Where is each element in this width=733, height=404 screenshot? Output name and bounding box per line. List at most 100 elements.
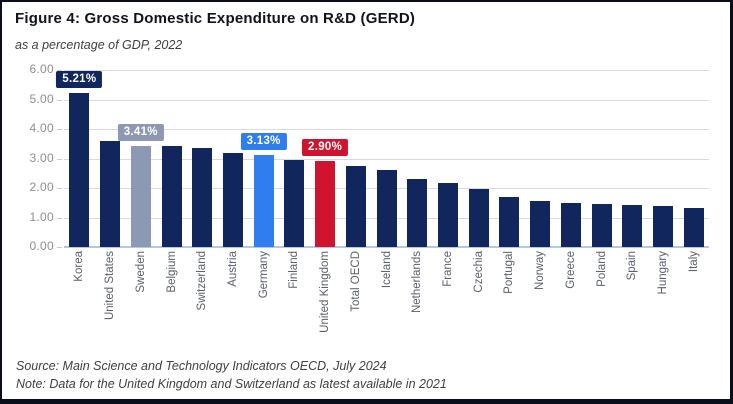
x-label-sweden: Sweden: [134, 251, 147, 293]
value-label-germany: 3.13%: [240, 132, 287, 150]
y-tick-mark: [57, 99, 62, 101]
x-label-france: France: [441, 251, 454, 287]
x-label-cell-finland: Finland: [279, 251, 310, 289]
x-label-finland: Finland: [288, 251, 301, 289]
bar-cell-poland: [586, 70, 617, 247]
y-tick-mark: [57, 247, 62, 248]
x-label-cell-netherlands: Netherlands: [402, 251, 433, 313]
x-label-united-states: United States: [104, 251, 117, 321]
bar-cell-portugal: [494, 70, 525, 247]
bar-cell-sweden: [125, 70, 156, 247]
x-label-cell-germany: Germany: [248, 251, 279, 298]
x-label-united-kingdom: United Kingdom: [319, 251, 332, 333]
bar-cell-total-oecd: [340, 70, 371, 247]
y-tick-mark: [57, 129, 62, 130]
bar-cell-italy: [678, 70, 709, 247]
x-label-netherlands: Netherlands: [411, 251, 424, 314]
y-tick-mark: [57, 70, 62, 71]
x-label-austria: Austria: [226, 251, 239, 287]
x-label-cell-norway: Norway: [525, 251, 556, 290]
y-tick-mark: [57, 217, 62, 219]
bar-united-states: [100, 141, 121, 247]
bar-cell-czechia: [463, 70, 494, 247]
bar-iceland: [376, 170, 397, 247]
bar-italy: [683, 208, 704, 247]
bar-cell-korea: [64, 70, 95, 247]
figure-title: Figure 4: Gross Domestic Expenditure on …: [15, 10, 416, 27]
bar-belgium: [161, 146, 182, 247]
y-tick-mark: [57, 158, 62, 160]
gridline-4.00: [64, 129, 709, 130]
x-label-cell-portugal: Portugal: [494, 251, 525, 294]
bar-cell-france: [433, 70, 464, 247]
bar-france: [437, 182, 458, 247]
x-label-iceland: Iceland: [380, 251, 393, 289]
x-label-cell-italy: Italy: [678, 251, 709, 272]
x-label-cell-france: France: [433, 251, 464, 287]
x-axis-labels: Korea United States Sweden Belgium Switzerla…: [64, 251, 709, 353]
x-label-greece: Greece: [564, 251, 577, 289]
x-label-cell-austria: Austria: [218, 251, 249, 287]
y-tick-2.00: 2.00: [29, 180, 54, 194]
x-label-cell-sweden: Sweden: [125, 251, 156, 293]
x-label-switzerland: Switzerland: [196, 251, 209, 311]
bar-greece: [560, 203, 581, 247]
bar-cell-netherlands: [402, 70, 433, 247]
x-label-cell-poland: Poland: [586, 251, 617, 287]
x-label-cell-iceland: Iceland: [371, 251, 402, 288]
bar-cell-spain: [617, 70, 648, 247]
x-label-cell-greece: Greece: [556, 251, 587, 289]
chart-plot-area: 0.00 1.00 2.00 3.00 4.00 5.00 6.00 5.21% 3.41% 3.…: [29, 62, 709, 253]
bar-norway: [530, 200, 551, 247]
bar-cell-hungary: [648, 70, 679, 247]
value-label-sweden: 3.41%: [117, 124, 164, 142]
y-tick-3.00: 3.00: [29, 150, 54, 165]
x-label-czechia: Czechia: [472, 251, 485, 293]
y-tick-5.00: 5.00: [29, 91, 54, 106]
bar-cell-austria: [218, 70, 249, 247]
x-label-poland: Poland: [595, 251, 608, 287]
note-text: Note: Data for the United Kingdom and Sw…: [16, 377, 447, 391]
x-label-total-oecd: Total OECD: [349, 251, 362, 312]
bar-germany: [253, 154, 274, 247]
y-tick-0.00: 0.00: [29, 239, 54, 253]
x-label-germany: Germany: [257, 251, 270, 299]
x-label-italy: Italy: [687, 251, 700, 273]
bar-netherlands: [407, 179, 428, 247]
y-tick-1.00: 1.00: [29, 209, 54, 224]
value-label-korea: 5.21%: [56, 71, 103, 89]
bar-austria: [222, 152, 243, 247]
bar-cell-united-states: [95, 70, 126, 247]
bar-hungary: [653, 206, 674, 247]
bar-cell-iceland: [371, 70, 402, 247]
gridline-5.00: [64, 99, 709, 101]
y-tick-mark: [57, 188, 62, 189]
bar-finland: [284, 159, 305, 247]
x-label-cell-hungary: Hungary: [648, 251, 679, 294]
bar-portugal: [499, 196, 520, 247]
bar-sweden: [130, 146, 151, 247]
gridline-3.00: [64, 158, 709, 160]
source-text: Source: Main Science and Technology Indi…: [16, 359, 387, 373]
x-label-cell-spain: Spain: [617, 251, 648, 280]
value-label-united-kingdom: 2.90%: [302, 139, 349, 157]
bar-cell-norway: [525, 70, 556, 247]
bar-switzerland: [192, 148, 213, 247]
x-label-cell-belgium: Belgium: [156, 251, 187, 293]
y-tick-4.00: 4.00: [29, 121, 54, 135]
x-label-spain: Spain: [626, 251, 639, 281]
bar-cell-greece: [556, 70, 587, 247]
bar-cell-belgium: [156, 70, 187, 247]
x-label-cell-czechia: Czechia: [463, 251, 494, 293]
bar-cell-finland: [279, 70, 310, 247]
x-label-portugal: Portugal: [503, 251, 516, 294]
bar-cell-united-kingdom: [310, 70, 341, 247]
bar-korea: [69, 93, 90, 247]
x-label-norway: Norway: [534, 251, 547, 290]
bar-total-oecd: [345, 166, 366, 247]
bar-spain: [622, 204, 643, 247]
x-label-cell-korea: Korea: [64, 251, 95, 282]
x-label-belgium: Belgium: [165, 251, 178, 293]
bar-cell-germany: [248, 70, 279, 247]
